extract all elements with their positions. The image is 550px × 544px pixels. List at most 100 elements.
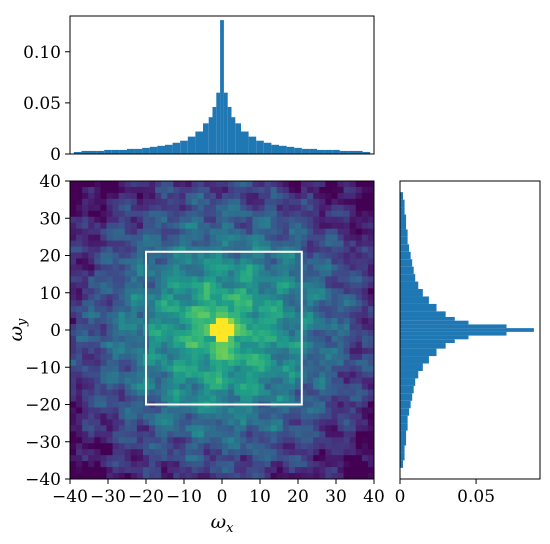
- heatmap-cell: [361, 181, 369, 188]
- heatmap-cell: [173, 330, 180, 337]
- heatmap-cell: [112, 204, 120, 212]
- heatmap-cell: [76, 437, 83, 444]
- top-hist-bar: [157, 145, 165, 154]
- heatmap-cell: [294, 371, 302, 379]
- heatmap-cell: [240, 341, 247, 349]
- heatmap-cell: [252, 330, 259, 337]
- heatmap-cell: [94, 377, 101, 385]
- heatmap-cell: [88, 449, 95, 456]
- heatmap-cell: [197, 413, 205, 420]
- heatmap-cell: [215, 181, 223, 188]
- heatmap-cell: [355, 288, 363, 295]
- heatmap-cell: [167, 383, 174, 390]
- heatmap-cell: [276, 359, 284, 367]
- heatmap-cell: [337, 431, 344, 438]
- heatmap-cell: [258, 222, 265, 230]
- heatmap-cell: [331, 246, 338, 253]
- heatmap-cell: [88, 473, 95, 480]
- heatmap-cell: [240, 282, 247, 289]
- heatmap-cell: [167, 449, 174, 456]
- heatmap-cell: [100, 330, 107, 337]
- heatmap-cell: [185, 312, 192, 319]
- heatmap-cell: [161, 234, 168, 241]
- heatmap-cell: [161, 377, 168, 385]
- heatmap-cell: [228, 306, 235, 313]
- heatmap-cell: [276, 419, 284, 426]
- heatmap-cell: [82, 264, 89, 271]
- heatmap-cell: [94, 276, 101, 283]
- right-hist-bar: [400, 311, 446, 317]
- heatmap-cell: [209, 347, 217, 355]
- heatmap-cell: [367, 294, 375, 301]
- heatmap-cell: [222, 371, 229, 379]
- y-tick-label: −20: [25, 396, 61, 416]
- heatmap-cell: [191, 365, 199, 373]
- heatmap-cell: [191, 312, 199, 319]
- heatmap-cell: [167, 198, 174, 206]
- heatmap-cell: [149, 270, 156, 277]
- heatmap-cell: [222, 347, 229, 355]
- heatmap-cell: [130, 294, 138, 301]
- heatmap-cell: [173, 300, 180, 307]
- heatmap-cell: [282, 395, 290, 402]
- heatmap-cell: [70, 312, 77, 319]
- heatmap-cell: [325, 252, 332, 259]
- heatmap-cell: [367, 240, 375, 247]
- heatmap-cell: [118, 443, 126, 450]
- heatmap-cell: [264, 282, 272, 289]
- heatmap-cell: [136, 252, 144, 259]
- heatmap-cell: [82, 461, 89, 468]
- heatmap-cell: [118, 455, 126, 462]
- heatmap-cell: [70, 347, 77, 355]
- heatmap-cell: [167, 270, 174, 277]
- heatmap-cell: [313, 461, 320, 468]
- heatmap-cell: [307, 192, 314, 200]
- heatmap-cell: [301, 413, 308, 420]
- heatmap-cell: [276, 330, 284, 337]
- heatmap-cell: [82, 389, 89, 396]
- heatmap-cell: [203, 252, 211, 259]
- heatmap-cell: [118, 467, 126, 474]
- heatmap-cell: [112, 347, 120, 355]
- top-hist-bar: [347, 150, 355, 154]
- right-histogram-bars: [400, 192, 534, 468]
- heatmap-cell: [124, 312, 132, 319]
- heatmap-cell: [215, 252, 223, 259]
- heatmap-cell: [301, 431, 308, 438]
- heatmap-cell: [155, 383, 162, 390]
- heatmap-cell: [130, 276, 138, 283]
- heatmap-cell: [142, 449, 150, 456]
- right-hist-bar: [400, 207, 405, 215]
- heatmap-cell: [307, 306, 314, 313]
- heatmap-cell: [222, 473, 229, 480]
- heatmap-cell: [288, 455, 296, 462]
- heatmap-cell: [258, 353, 265, 361]
- heatmap-cell: [88, 359, 95, 367]
- right-x-tick-label: 0.05: [457, 487, 495, 507]
- heatmap-cell: [367, 377, 375, 385]
- heatmap-cell: [228, 300, 235, 307]
- heatmap-cell: [228, 473, 235, 480]
- heatmap-cell: [76, 228, 83, 236]
- heatmap-cell: [276, 461, 284, 468]
- heatmap-cell: [136, 371, 144, 379]
- heatmap-cell: [130, 240, 138, 247]
- heatmap-cell: [118, 294, 126, 301]
- heatmap-cell: [264, 347, 272, 355]
- heatmap-cell: [319, 228, 326, 236]
- heatmap-cell: [325, 198, 332, 206]
- top-y-tick-label: 0: [50, 145, 61, 165]
- heatmap-cell: [301, 359, 308, 367]
- heatmap-cell: [343, 294, 351, 301]
- heatmap-cell: [234, 449, 241, 456]
- heatmap-cell: [234, 318, 241, 325]
- heatmap-cell: [130, 324, 138, 331]
- heatmap-cell: [161, 306, 168, 313]
- right-hist-bar: [400, 244, 410, 252]
- heatmap-cell: [240, 240, 247, 247]
- heatmap-cell: [118, 300, 126, 307]
- heatmap-cell: [197, 222, 205, 230]
- heatmap-cell: [142, 413, 150, 420]
- heatmap-cell: [258, 419, 265, 426]
- heatmap-cell: [149, 359, 156, 367]
